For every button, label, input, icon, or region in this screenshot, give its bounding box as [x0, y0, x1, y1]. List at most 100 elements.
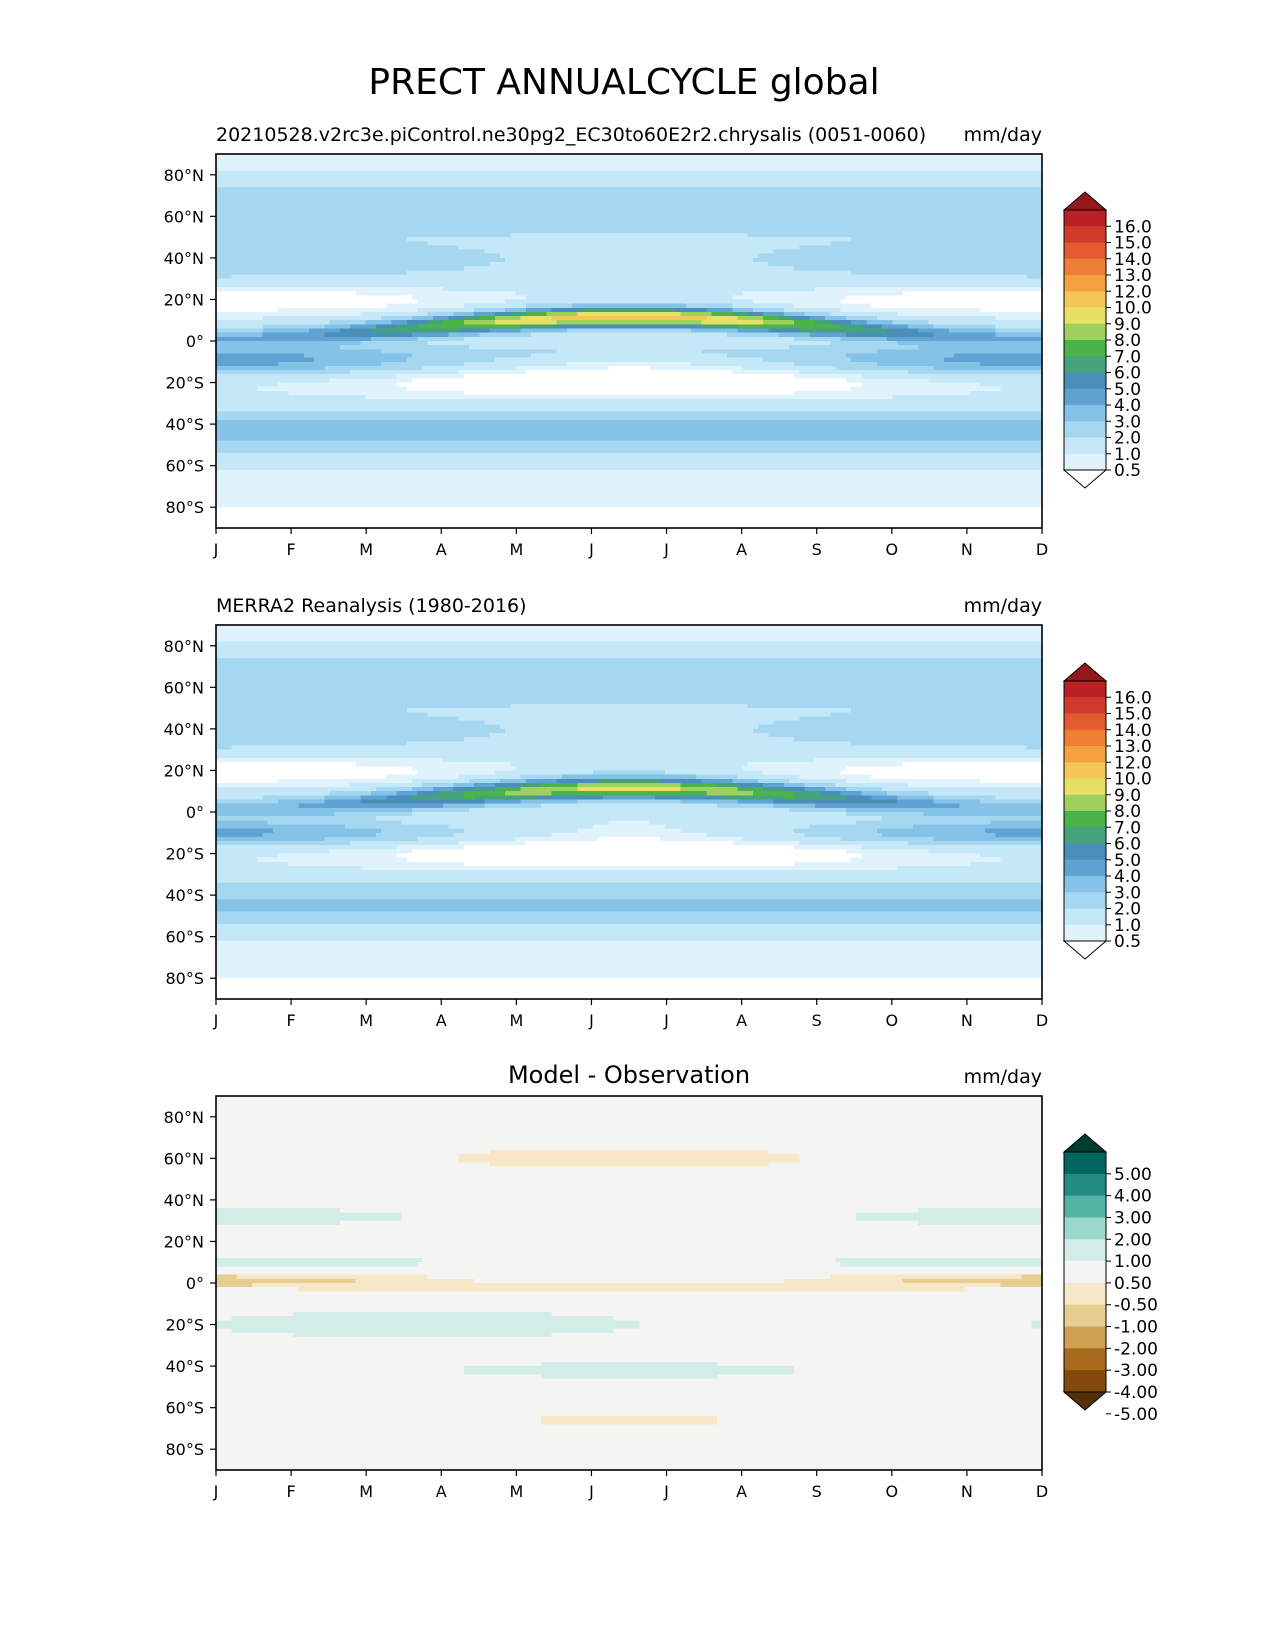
field-cell	[681, 166, 687, 171]
field-cell	[903, 158, 909, 163]
field-cell	[226, 171, 232, 176]
field-cell	[784, 166, 790, 171]
field-cell	[866, 162, 872, 167]
field-cell	[934, 158, 940, 163]
field-cell	[722, 162, 728, 167]
field-cell	[820, 166, 826, 171]
field-cell	[237, 166, 243, 171]
field-cell	[407, 158, 413, 163]
field-cell	[779, 162, 785, 167]
field-cell	[474, 162, 480, 167]
field-cell	[768, 162, 774, 167]
field-cell	[965, 162, 971, 167]
field-cell	[918, 158, 924, 163]
field-cell	[681, 158, 687, 163]
field-cell	[324, 158, 330, 163]
field-cell	[603, 162, 609, 167]
field-cell	[805, 158, 811, 163]
field-cell	[691, 162, 697, 167]
field-cell	[237, 162, 243, 167]
field-cell	[846, 162, 852, 167]
field-cell	[954, 158, 960, 163]
field-cell	[768, 158, 774, 163]
field-cell	[686, 171, 692, 176]
field-cell	[288, 158, 294, 163]
field-cell	[949, 166, 955, 171]
field-cell	[985, 162, 991, 167]
field-cell	[727, 162, 733, 167]
field-cell	[588, 175, 594, 180]
field-cell	[619, 162, 625, 167]
field-cell	[335, 171, 341, 176]
field-cell	[371, 171, 377, 176]
field-cell	[526, 158, 532, 163]
field-cell	[583, 158, 589, 163]
field-cell	[557, 166, 563, 171]
field-cell	[443, 162, 449, 167]
field-cell	[392, 158, 398, 163]
field-cell	[412, 175, 418, 180]
field-cell	[257, 158, 263, 163]
field-cell	[908, 162, 914, 167]
field-cell	[1011, 158, 1017, 163]
field-cell	[655, 162, 661, 167]
field-cell	[1006, 166, 1012, 171]
field-cell	[712, 162, 718, 167]
field-cell	[897, 158, 903, 163]
panel-units: mm/day	[964, 124, 1042, 146]
field-cell	[562, 158, 568, 163]
field-cell	[386, 158, 392, 163]
field-cell	[1032, 171, 1038, 176]
field-cell	[820, 158, 826, 163]
field-cell	[417, 175, 423, 180]
field-cell	[758, 171, 764, 176]
field-cell	[696, 158, 702, 163]
field-cell	[397, 166, 403, 171]
field-cell	[841, 162, 847, 167]
field-cell	[453, 158, 459, 163]
field-cell	[603, 158, 609, 163]
field-cell	[288, 171, 294, 176]
field-cell	[484, 158, 490, 163]
field-cell	[469, 158, 475, 163]
field-cell	[882, 166, 888, 171]
field-cell	[701, 175, 707, 180]
field-cell	[650, 175, 656, 180]
field-cell	[903, 162, 909, 167]
field-cell	[789, 162, 795, 167]
field-cell	[479, 158, 485, 163]
field-cell	[737, 162, 743, 167]
field-cell	[593, 171, 599, 176]
field-cell	[226, 166, 232, 171]
field-cell	[448, 171, 454, 176]
field-cell	[583, 175, 589, 180]
field-cell	[634, 158, 640, 163]
field-cell	[753, 171, 759, 176]
field-cell	[794, 171, 800, 176]
field-cell	[397, 171, 403, 176]
field-cell	[593, 162, 599, 167]
field-cell	[588, 162, 594, 167]
field-cell	[376, 171, 382, 176]
field-cell	[944, 166, 950, 171]
field-cell	[428, 162, 434, 167]
field-cell	[417, 162, 423, 167]
field-cell	[464, 166, 470, 171]
field-cell	[686, 166, 692, 171]
field-cell	[815, 166, 821, 171]
field-cell	[474, 158, 480, 163]
field-cell	[283, 162, 289, 167]
field-cell	[552, 166, 558, 171]
field-cell	[675, 158, 681, 163]
field-cell	[231, 162, 237, 167]
field-cell	[376, 175, 382, 180]
field-cell	[784, 171, 790, 176]
field-cell	[588, 171, 594, 176]
field-cell	[314, 166, 320, 171]
field-cell	[650, 166, 656, 171]
field-cell	[923, 158, 929, 163]
field-cell	[350, 158, 356, 163]
field-cell	[743, 158, 749, 163]
field-cell	[644, 162, 650, 167]
field-cell	[949, 158, 955, 163]
